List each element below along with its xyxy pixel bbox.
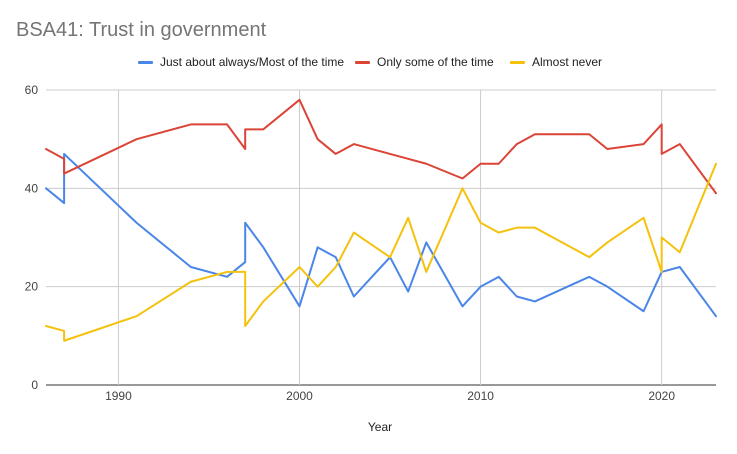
series-line-3 xyxy=(45,162,717,342)
legend-swatch-series-2 xyxy=(355,60,370,64)
x-tick-label-1990: 1990 xyxy=(105,389,132,403)
series-lines xyxy=(45,98,717,342)
x-tick-label-2000: 2000 xyxy=(286,389,313,403)
x-tick-label-2010: 2010 xyxy=(467,389,494,403)
legend-swatch-series-3 xyxy=(510,60,525,64)
y-tick-label-20: 20 xyxy=(25,280,39,294)
legend-label-series-3: Almost never xyxy=(532,55,603,69)
legend-label-series-2: Only some of the time xyxy=(377,55,494,69)
y-tick-label-60: 60 xyxy=(25,83,39,97)
series-line-1 xyxy=(45,152,717,318)
legend: Just about always/Most of the time Only … xyxy=(0,52,737,72)
tick-labels: 0 20 40 60 1990 2000 2010 2020 xyxy=(25,83,676,403)
gridlines xyxy=(46,89,716,386)
x-tick-label-2020: 2020 xyxy=(648,389,675,403)
x-axis-title: Year xyxy=(368,420,392,434)
y-tick-label-40: 40 xyxy=(25,181,39,195)
legend-swatch-series-1 xyxy=(138,60,153,64)
chart-title: BSA41: Trust in government xyxy=(16,19,267,41)
legend-label-series-1: Just about always/Most of the time xyxy=(160,55,345,69)
legend-item-series-1: Just about always/Most of the time xyxy=(138,52,344,72)
legend-item-series-3: Almost never xyxy=(510,52,602,72)
y-tick-label-0: 0 xyxy=(31,378,38,392)
legend-item-series-2: Only some of the time xyxy=(355,52,494,72)
series-line-2 xyxy=(45,98,717,195)
